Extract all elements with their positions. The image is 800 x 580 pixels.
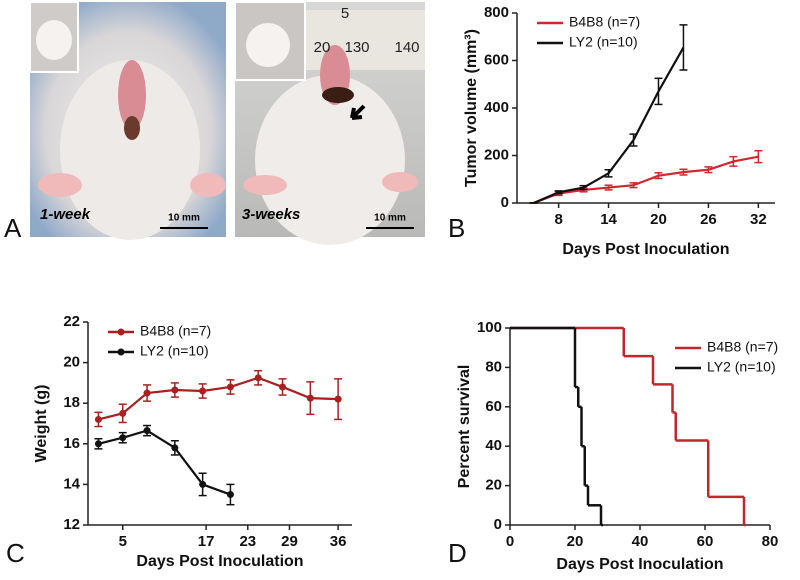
- legend-marker: [117, 348, 125, 356]
- x-tick-label: 29: [281, 533, 298, 550]
- point: [306, 394, 314, 402]
- point: [226, 491, 234, 499]
- error-bar: [604, 184, 613, 191]
- x-tick-label: 20: [567, 533, 584, 550]
- x-tick-label: 32: [750, 211, 767, 228]
- point: [94, 440, 102, 448]
- ruler-number: 140: [394, 39, 419, 56]
- point: [254, 374, 262, 382]
- y-tick-label: 100: [477, 319, 502, 336]
- x-tick-label: 40: [632, 533, 649, 550]
- scale-bar-label: 10 mm: [168, 213, 200, 224]
- y-tick-label: 600: [484, 51, 509, 68]
- series-line: [533, 46, 685, 205]
- x-axis-title: Days Post Inoculation: [136, 553, 303, 570]
- point: [119, 409, 127, 417]
- legend-label: B4B8 (n=7): [569, 14, 640, 30]
- x-axis-title: Days Post Inoculation: [562, 241, 729, 258]
- point: [199, 387, 207, 395]
- photo-1-week: [29, 1, 226, 240]
- error-bar: [629, 182, 638, 189]
- y-tick-label: 14: [63, 475, 80, 492]
- photo-caption: 1-week: [40, 206, 91, 223]
- y-tick-label: 20: [63, 354, 80, 371]
- y-axis-title: Tumor volume (mm³): [463, 29, 480, 187]
- error-bar: [629, 133, 638, 147]
- y-axis-title: Weight (g): [33, 385, 50, 463]
- x-tick-label: 80: [762, 533, 779, 550]
- photo-3-weeks: [234, 1, 425, 245]
- series-line: [98, 429, 231, 496]
- x-tick-label: 14: [600, 211, 617, 228]
- series-line: [98, 376, 339, 421]
- y-tick-label: 18: [63, 394, 80, 411]
- y-tick-label: 22: [63, 313, 80, 330]
- point: [171, 386, 179, 394]
- y-tick-label: 60: [485, 398, 502, 415]
- error-bar: [729, 155, 738, 167]
- legend-marker: [117, 328, 125, 336]
- point: [279, 383, 287, 391]
- error-bar: [679, 168, 688, 176]
- legend-label: LY2 (n=10): [707, 359, 776, 375]
- panel-label: A: [4, 213, 22, 243]
- scale-bar-label: 10 mm: [374, 213, 406, 224]
- panel-label: B: [448, 213, 465, 243]
- x-tick-label: 17: [198, 533, 215, 550]
- y-tick-label: 16: [63, 435, 80, 452]
- point: [143, 427, 151, 435]
- error-bar: [754, 150, 763, 164]
- x-tick-label: 60: [697, 533, 714, 550]
- y-tick-label: 800: [484, 4, 509, 21]
- ruler-number: 130: [344, 39, 369, 56]
- photo-caption: 3-weeks: [242, 206, 300, 223]
- panel-label: C: [6, 538, 25, 568]
- point: [226, 383, 234, 391]
- point: [171, 444, 179, 452]
- x-tick-label: 0: [506, 533, 514, 550]
- y-tick-label: 80: [485, 358, 502, 375]
- point: [143, 389, 151, 397]
- point: [119, 434, 127, 442]
- y-tick-label: 0: [494, 516, 502, 533]
- x-tick-label: 26: [700, 211, 717, 228]
- y-tick-label: 0: [501, 194, 509, 211]
- legend-label: B4B8 (n=7): [140, 323, 211, 339]
- x-tick-label: 23: [239, 533, 256, 550]
- error-bar: [579, 184, 588, 191]
- ruler-number: 5: [341, 5, 349, 22]
- point: [94, 415, 102, 423]
- y-tick-label: 12: [63, 516, 80, 533]
- error-bar: [654, 172, 663, 180]
- error-bar: [654, 77, 663, 106]
- x-tick-label: 36: [330, 533, 347, 550]
- x-tick-label: 5: [119, 533, 127, 550]
- legend-label: LY2 (n=10): [140, 343, 209, 359]
- ruler-number: 20: [314, 39, 331, 56]
- series-line: [533, 155, 759, 205]
- error-bar: [704, 166, 713, 174]
- error-bar: [604, 169, 613, 178]
- error-bar: [554, 190, 563, 195]
- legend-label: B4B8 (n=7): [707, 339, 778, 355]
- y-tick-label: 400: [484, 99, 509, 116]
- error-bar: [679, 24, 688, 71]
- x-tick-label: 20: [650, 211, 667, 228]
- legend-label: LY2 (n=10): [569, 34, 638, 50]
- y-tick-label: 20: [485, 477, 502, 494]
- y-axis-title: Percent survival: [456, 365, 473, 489]
- panel-label: D: [448, 538, 467, 568]
- y-tick-label: 200: [484, 146, 509, 163]
- point: [199, 480, 207, 488]
- x-axis-title: Days Post Inoculation: [556, 556, 723, 573]
- point: [334, 395, 342, 403]
- y-tick-label: 40: [485, 437, 502, 454]
- x-tick-label: 8: [554, 211, 562, 228]
